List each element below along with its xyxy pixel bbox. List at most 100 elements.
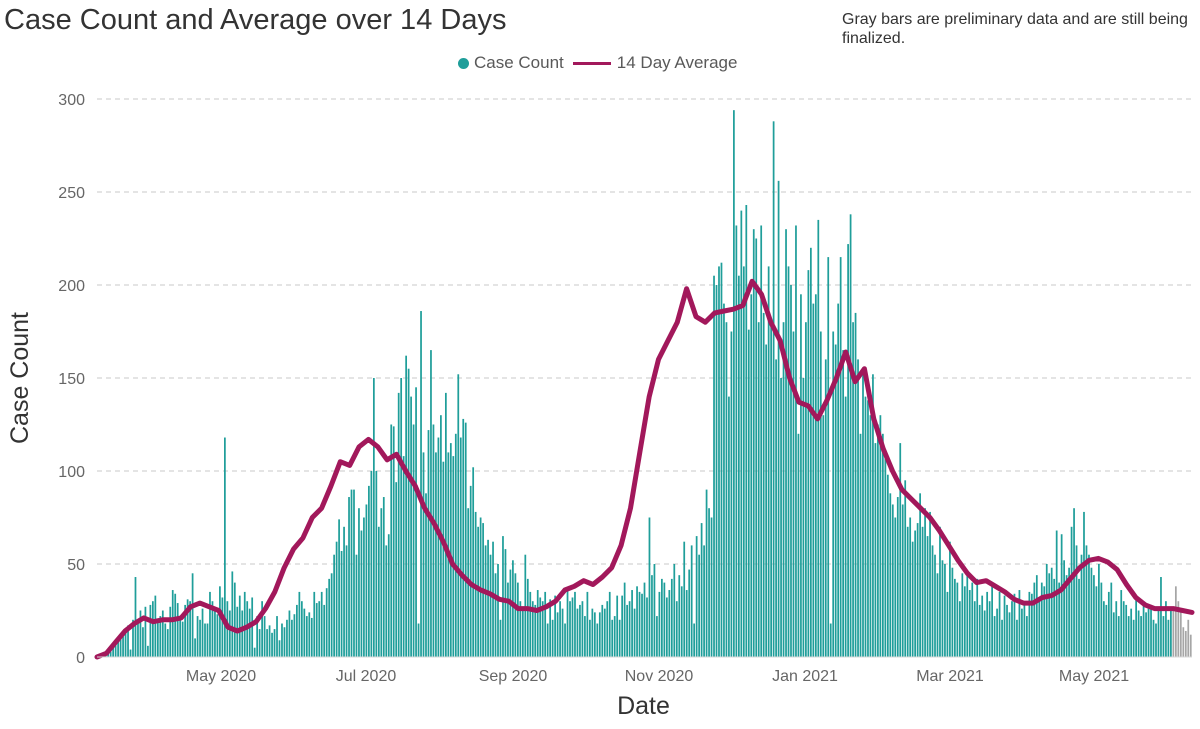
case-count-bar[interactable]	[733, 110, 735, 657]
case-count-bar[interactable]	[958, 601, 961, 657]
case-count-bar[interactable]	[832, 331, 835, 658]
case-count-bar[interactable]	[814, 294, 817, 657]
case-count-bar[interactable]	[457, 374, 460, 657]
case-count-bar[interactable]	[978, 604, 981, 657]
case-count-bar[interactable]	[355, 554, 358, 657]
case-count-bar[interactable]	[181, 621, 184, 657]
case-count-bar[interactable]	[1073, 508, 1075, 657]
case-count-bar[interactable]	[176, 603, 179, 657]
case-count-bar[interactable]	[1006, 604, 1008, 657]
case-count-bar[interactable]	[1112, 612, 1115, 657]
case-count-bar[interactable]	[566, 590, 569, 657]
case-count-bar[interactable]	[372, 378, 375, 657]
case-count-bar[interactable]	[1070, 526, 1073, 657]
case-count-bar[interactable]	[633, 608, 636, 657]
case-count-bar[interactable]	[509, 569, 512, 657]
case-count-bar[interactable]	[1043, 586, 1046, 657]
case-count-bar[interactable]	[1053, 578, 1056, 657]
case-count-bar[interactable]	[740, 210, 743, 657]
case-count-bar[interactable]	[646, 597, 648, 657]
case-count-bar[interactable]	[911, 541, 914, 657]
case-count-bar[interactable]	[276, 616, 278, 657]
case-count-bar[interactable]	[698, 554, 700, 657]
case-count-bar[interactable]	[169, 606, 172, 657]
preliminary-case-bar[interactable]	[1179, 610, 1182, 658]
case-count-bar[interactable]	[924, 508, 926, 657]
case-count-bar[interactable]	[852, 322, 854, 657]
case-count-bar[interactable]	[1147, 608, 1150, 657]
case-count-bar[interactable]	[849, 214, 852, 657]
case-count-bar[interactable]	[291, 619, 293, 657]
case-count-bar[interactable]	[459, 437, 462, 657]
case-count-bar[interactable]	[737, 275, 740, 657]
case-count-bar[interactable]	[194, 638, 196, 657]
case-count-bar[interactable]	[611, 619, 614, 657]
case-count-bar[interactable]	[844, 396, 847, 657]
case-count-bar[interactable]	[278, 640, 281, 657]
case-count-bar[interactable]	[519, 601, 522, 657]
case-count-bar[interactable]	[772, 121, 775, 657]
case-count-bar[interactable]	[954, 578, 956, 657]
case-count-bar[interactable]	[534, 604, 537, 657]
case-count-bar[interactable]	[492, 541, 494, 657]
legend-average-label[interactable]: 14 Day Average	[616, 53, 738, 72]
case-count-bar[interactable]	[628, 601, 631, 657]
case-count-bar[interactable]	[333, 554, 335, 657]
case-count-bar[interactable]	[531, 601, 534, 657]
case-count-bar[interactable]	[822, 415, 825, 657]
case-count-bar[interactable]	[171, 590, 174, 657]
case-count-bar[interactable]	[1100, 582, 1103, 657]
case-count-bar[interactable]	[874, 443, 877, 657]
case-count-bar[interactable]	[228, 610, 231, 658]
case-count-bar[interactable]	[1160, 577, 1162, 657]
case-count-bar[interactable]	[305, 616, 308, 657]
case-count-bar[interactable]	[263, 616, 266, 657]
case-count-bar[interactable]	[271, 632, 273, 657]
case-count-bar[interactable]	[189, 601, 191, 657]
case-count-bar[interactable]	[310, 617, 313, 657]
case-count-bar[interactable]	[1048, 573, 1051, 657]
case-count-bar[interactable]	[745, 205, 748, 657]
case-count-bar[interactable]	[891, 504, 894, 657]
case-count-bar[interactable]	[934, 554, 936, 657]
case-count-bar[interactable]	[350, 489, 353, 657]
case-count-bar[interactable]	[258, 629, 261, 657]
case-count-bar[interactable]	[541, 601, 544, 657]
case-count-bar[interactable]	[298, 591, 301, 657]
preliminary-case-bar[interactable]	[1174, 586, 1177, 657]
case-count-bar[interactable]	[546, 623, 549, 657]
case-count-bar[interactable]	[204, 623, 206, 657]
case-count-bar[interactable]	[785, 229, 787, 657]
case-count-bar[interactable]	[944, 564, 946, 657]
case-count-bar[interactable]	[400, 378, 403, 657]
case-count-bar[interactable]	[308, 612, 311, 657]
case-count-bar[interactable]	[1040, 582, 1043, 657]
case-count-bar[interactable]	[983, 610, 986, 658]
case-count-bar[interactable]	[129, 649, 132, 657]
case-count-bar[interactable]	[248, 608, 251, 657]
case-count-bar[interactable]	[584, 616, 586, 657]
case-count-bar[interactable]	[636, 586, 638, 657]
case-count-bar[interactable]	[211, 601, 214, 657]
case-count-bar[interactable]	[829, 623, 832, 657]
case-count-bar[interactable]	[1105, 604, 1108, 657]
case-count-bar[interactable]	[437, 437, 440, 657]
case-count-bar[interactable]	[971, 582, 974, 657]
case-count-bar[interactable]	[1068, 567, 1070, 657]
case-count-bar[interactable]	[144, 606, 147, 657]
case-count-bar[interactable]	[315, 603, 318, 657]
case-count-bar[interactable]	[266, 629, 268, 657]
case-count-bar[interactable]	[802, 378, 805, 657]
case-count-bar[interactable]	[1162, 616, 1165, 657]
case-count-bar[interactable]	[420, 311, 422, 657]
case-count-bar[interactable]	[909, 517, 912, 658]
case-count-bar[interactable]	[621, 595, 624, 657]
preliminary-case-bar[interactable]	[1187, 619, 1190, 657]
case-count-bar[interactable]	[723, 303, 725, 657]
case-count-bar[interactable]	[370, 471, 373, 657]
case-count-bar[interactable]	[777, 180, 780, 657]
case-count-bar[interactable]	[643, 582, 646, 657]
case-count-bar[interactable]	[949, 541, 951, 657]
case-count-bar[interactable]	[576, 608, 579, 657]
case-count-bar[interactable]	[886, 474, 889, 657]
